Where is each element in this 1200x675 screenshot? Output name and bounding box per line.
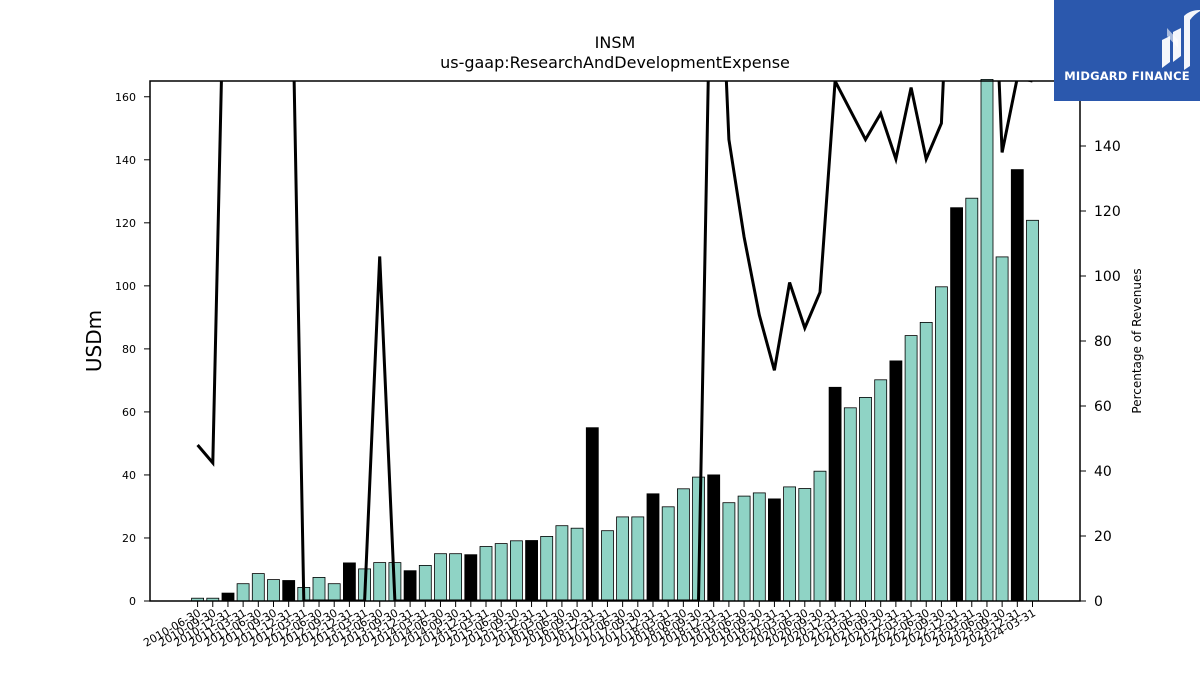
bar	[768, 498, 781, 602]
bar	[403, 570, 417, 602]
bar	[464, 554, 478, 602]
bar	[1026, 219, 1039, 602]
bar	[995, 256, 1009, 602]
bar	[616, 516, 629, 602]
bar	[843, 407, 857, 602]
bar	[935, 286, 948, 602]
y2-tick-label: 20	[1094, 529, 1112, 545]
bar	[965, 197, 979, 602]
y-tick-label: 100	[115, 280, 136, 293]
bar	[525, 540, 538, 602]
bar	[251, 573, 265, 602]
bar	[783, 486, 796, 602]
bar	[980, 79, 994, 602]
y2-tick-label: 40	[1094, 464, 1112, 480]
y2-tick-label: 60	[1094, 399, 1112, 415]
bar	[540, 536, 554, 602]
y2-tick-label: 140	[1094, 139, 1121, 155]
y-tick-label: 60	[122, 406, 136, 419]
y-tick-label: 80	[122, 343, 136, 356]
y2-axis-label: Percentage of Revenues	[1130, 268, 1144, 413]
bar	[889, 360, 903, 602]
bar	[737, 495, 751, 602]
bar	[312, 577, 326, 602]
bar	[236, 583, 250, 602]
chart-subtitle: us-gaap:ResearchAndDevelopmentExpense	[440, 53, 790, 72]
bar	[798, 488, 812, 602]
y2-tick-label: 120	[1094, 204, 1121, 220]
bar	[267, 579, 280, 602]
bar	[585, 427, 599, 602]
bar	[828, 386, 842, 602]
bar	[752, 492, 766, 602]
y-tick-label: 160	[115, 91, 136, 104]
y2-tick-label: 80	[1094, 334, 1112, 350]
bar	[479, 546, 493, 602]
y2-tick-label: 100	[1094, 269, 1121, 285]
bar	[221, 592, 235, 602]
bar	[813, 470, 827, 602]
brand-name: MIDGARD FINANCE	[1064, 69, 1190, 83]
logo-mark-icon	[1162, 10, 1200, 70]
bar	[1010, 169, 1024, 602]
bar	[494, 543, 508, 602]
brand-logo: MIDGARD FINANCE	[1054, 0, 1200, 101]
bar	[342, 562, 356, 602]
bar	[327, 583, 341, 602]
bar	[631, 516, 645, 602]
bar	[874, 379, 888, 602]
bar	[646, 493, 660, 602]
y-tick-label: 140	[115, 154, 136, 167]
y-tick-label: 40	[122, 469, 136, 482]
bar	[919, 321, 933, 602]
bar	[904, 335, 918, 602]
series-line	[196, 81, 1033, 601]
bar	[722, 502, 736, 602]
bar	[373, 562, 387, 602]
y-axis-label: USDm	[82, 310, 106, 372]
bar	[661, 506, 675, 602]
bar	[707, 474, 721, 602]
bar	[601, 530, 614, 602]
y-tick-label: 20	[122, 532, 136, 545]
y-tick-label: 0	[129, 595, 136, 608]
bar	[509, 540, 523, 602]
bar	[555, 525, 569, 602]
bar	[282, 580, 296, 602]
bar	[434, 553, 447, 602]
y2-tick-label: 0	[1094, 594, 1103, 610]
bar	[449, 553, 463, 602]
chart-title: INSM	[595, 33, 636, 52]
bar	[859, 396, 872, 602]
bar	[570, 527, 584, 602]
bar	[950, 207, 963, 602]
bar	[677, 488, 690, 602]
y-tick-label: 120	[115, 217, 136, 230]
bar	[418, 565, 432, 602]
